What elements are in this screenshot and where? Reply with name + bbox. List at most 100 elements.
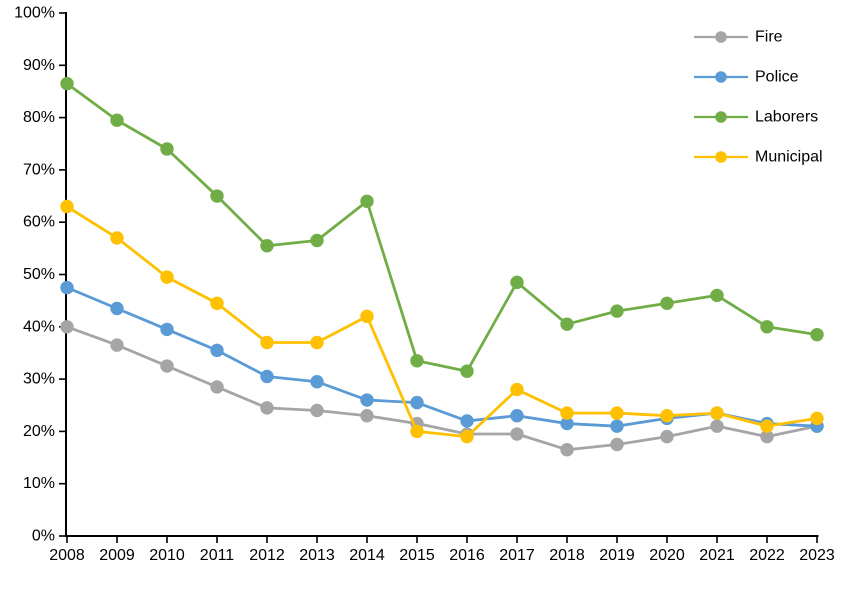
series-fire: [60, 320, 824, 457]
data-point-police-2008: [60, 280, 74, 295]
data-point-police-2018: [560, 416, 574, 431]
x-axis-label: 2015: [399, 547, 435, 564]
data-point-laborers-2012: [260, 239, 274, 253]
data-point-municipal-2017: [510, 382, 524, 397]
data-point-laborers-2015: [410, 354, 424, 368]
y-axis-label: 70%: [23, 161, 55, 178]
y-axis-label: 30%: [23, 371, 55, 388]
x-axis-label: 2023: [799, 547, 835, 564]
x-axis-label: 2021: [699, 547, 735, 564]
data-point-laborers-2009: [110, 113, 124, 127]
data-point-police-2009: [110, 301, 124, 316]
data-point-police-2017: [510, 409, 524, 423]
data-point-police-2010: [160, 322, 174, 337]
data-point-fire-2008: [60, 320, 74, 334]
legend-marker-swatch: [715, 31, 727, 43]
legend-item-municipal: Municipal: [694, 149, 823, 166]
legend-marker-swatch: [715, 111, 727, 123]
data-point-laborers-2011: [210, 189, 224, 203]
data-point-fire-2013: [310, 403, 324, 418]
data-point-police-2011: [210, 343, 224, 358]
legend-marker-swatch: [715, 71, 727, 83]
legend-item-laborers: Laborers: [694, 109, 818, 126]
data-point-laborers-2023: [810, 327, 824, 342]
data-point-police-2016: [460, 414, 474, 428]
data-point-municipal-2023: [810, 411, 824, 426]
x-axis-label: 2022: [749, 547, 785, 564]
legend-label: Police: [755, 69, 799, 86]
data-point-municipal-2018: [560, 406, 574, 420]
data-point-municipal-2009: [110, 231, 124, 245]
data-point-municipal-2020: [660, 409, 674, 423]
data-point-municipal-2016: [460, 429, 474, 444]
data-point-municipal-2008: [60, 199, 74, 214]
data-point-municipal-2013: [310, 335, 324, 350]
x-axis-label: 2008: [49, 547, 85, 564]
y-axis-label: 80%: [23, 109, 55, 126]
data-point-municipal-2022: [760, 419, 774, 433]
data-point-laborers-2008: [60, 76, 74, 91]
data-point-police-2019: [610, 419, 624, 433]
x-axis-label: 2011: [200, 547, 235, 564]
data-point-laborers-2017: [510, 275, 524, 290]
y-axis-label: 100%: [14, 5, 55, 22]
data-point-fire-2014: [360, 409, 374, 423]
x-axis-label: 2017: [499, 547, 535, 564]
data-point-municipal-2014: [360, 309, 374, 324]
series-municipal: [60, 199, 824, 444]
legend-marker-swatch: [715, 151, 727, 163]
data-point-municipal-2015: [410, 424, 424, 439]
data-point-municipal-2011: [210, 296, 224, 310]
series-line-laborers: [65, 82, 819, 373]
x-axis-label: 2020: [649, 547, 685, 564]
data-point-laborers-2019: [610, 304, 624, 318]
data-point-laborers-2021: [710, 288, 724, 303]
data-point-fire-2018: [560, 443, 574, 457]
y-axis-label: 60%: [23, 214, 55, 231]
legend-item-fire: Fire: [694, 29, 783, 46]
x-axis-label: 2016: [449, 547, 485, 564]
legend-label: Laborers: [755, 109, 818, 126]
data-point-municipal-2010: [160, 270, 174, 284]
data-point-fire-2009: [110, 338, 124, 352]
data-point-fire-2010: [160, 359, 174, 373]
data-point-municipal-2021: [710, 406, 724, 420]
data-point-fire-2021: [710, 419, 724, 433]
y-axis-label: 10%: [23, 475, 55, 492]
data-point-laborers-2022: [760, 320, 774, 334]
legend: Fire Police Laborers Municipal: [694, 29, 823, 166]
data-point-fire-2011: [210, 380, 224, 394]
data-point-laborers-2016: [460, 364, 474, 378]
series-police: [60, 280, 824, 433]
series-line-police: [65, 286, 819, 428]
data-point-police-2012: [260, 369, 274, 384]
x-axis-label: 2019: [599, 547, 635, 564]
data-point-laborers-2020: [660, 296, 674, 310]
x-axis-label: 2013: [299, 547, 335, 564]
data-point-fire-2020: [660, 429, 674, 444]
data-point-fire-2017: [510, 427, 524, 441]
y-axis-label: 20%: [23, 423, 55, 440]
data-point-police-2015: [410, 395, 424, 410]
data-point-laborers-2010: [160, 142, 174, 156]
y-axis-label: 50%: [23, 266, 55, 283]
data-point-laborers-2018: [560, 317, 574, 331]
legend-label: Fire: [755, 29, 783, 46]
legend-label: Municipal: [755, 149, 823, 166]
x-axis-label: 2010: [149, 547, 185, 564]
data-point-municipal-2019: [610, 406, 624, 420]
x-axis-label: 2014: [349, 547, 385, 564]
data-point-fire-2019: [610, 437, 624, 452]
y-axis-label: 0%: [32, 528, 55, 545]
data-point-fire-2012: [260, 401, 274, 415]
data-point-police-2013: [310, 375, 324, 389]
y-axis-label: 90%: [23, 57, 55, 74]
data-point-laborers-2014: [360, 194, 374, 208]
data-point-laborers-2013: [310, 233, 324, 248]
series-laborers: [60, 76, 824, 378]
x-axis-label: 2009: [99, 547, 135, 564]
series-line-municipal: [65, 205, 819, 439]
y-axis-label: 40%: [23, 318, 55, 335]
